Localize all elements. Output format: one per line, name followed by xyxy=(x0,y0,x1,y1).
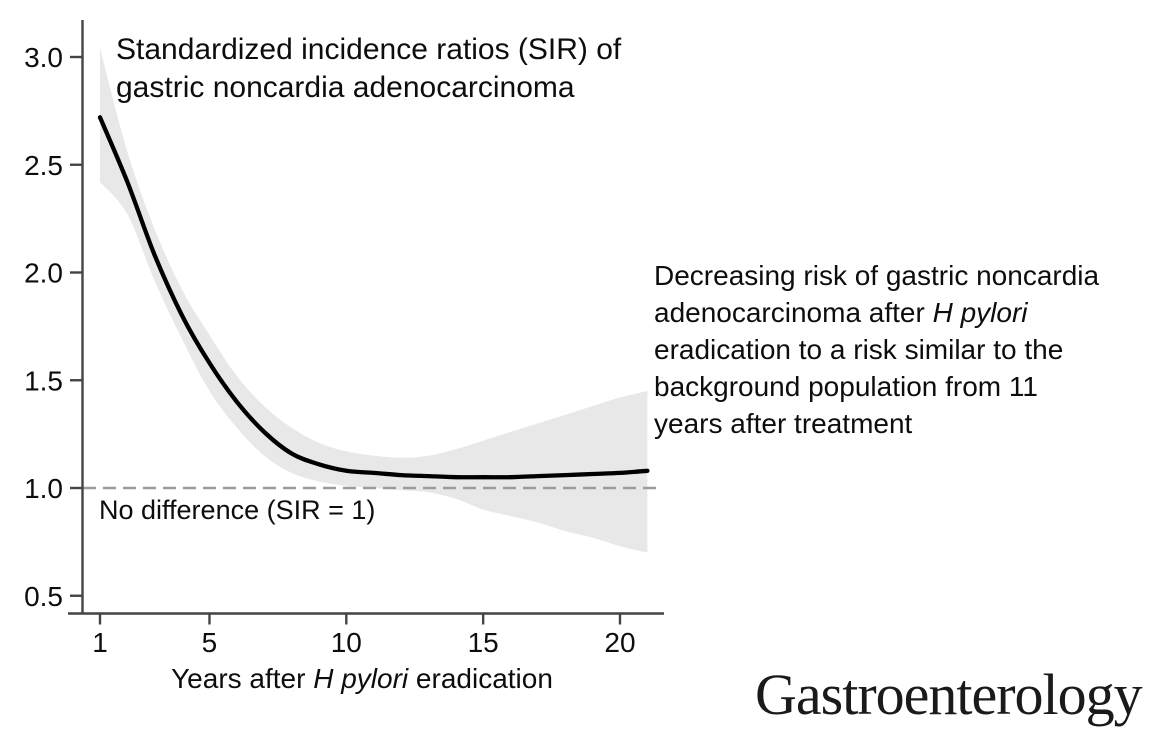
y-tick-label: 0.5 xyxy=(24,581,63,612)
y-tick-label: 2.5 xyxy=(24,150,63,181)
annotation-line2-pre: adenocarcinoma after xyxy=(654,297,933,328)
x-tick-label: 20 xyxy=(604,627,635,658)
journal-logo: Gastroenterology xyxy=(755,662,1143,727)
x-axis-label-post: eradication xyxy=(408,663,553,694)
annotation-line: Decreasing risk of gastric noncardia xyxy=(654,260,1100,291)
annotation-line: years after treatment xyxy=(654,408,913,439)
annotation-text: Decreasing risk of gastric noncardia ade… xyxy=(654,257,1099,442)
x-tick-label: 1 xyxy=(92,627,108,658)
sir-curve xyxy=(97,115,650,480)
x-tick-label: 15 xyxy=(468,627,499,658)
reference-line-label: No difference (SIR = 1) xyxy=(99,495,376,525)
x-axis-label-pre: Years after xyxy=(171,663,314,694)
chart-title-line2: gastric noncardia adenocarcinoma xyxy=(116,71,575,104)
chart-title: Standardized incidence ratios (SIR) of g… xyxy=(116,31,621,107)
annotation-line: eradication to a risk similar to the xyxy=(654,334,1064,365)
x-axis-label: Years after H pylori eradication xyxy=(62,663,662,695)
annotation-line: background population from 11 xyxy=(654,371,1038,402)
confidence-band xyxy=(100,48,648,553)
x-axis-label-italic: H pylori xyxy=(313,663,409,694)
x-tick-label: 10 xyxy=(331,627,362,658)
chart-title-line1: Standardized incidence ratios (SIR) of xyxy=(116,33,622,66)
y-tick-label: 1.0 xyxy=(24,473,63,504)
annotation-line2-italic: H pylori xyxy=(932,297,1028,328)
x-tick-label: 5 xyxy=(202,627,218,658)
y-tick-label: 1.5 xyxy=(24,365,63,396)
y-tick-label: 2.0 xyxy=(24,258,63,289)
y-tick-label: 3.0 xyxy=(24,42,63,73)
annotation-line: adenocarcinoma after H pylori xyxy=(654,294,1099,331)
